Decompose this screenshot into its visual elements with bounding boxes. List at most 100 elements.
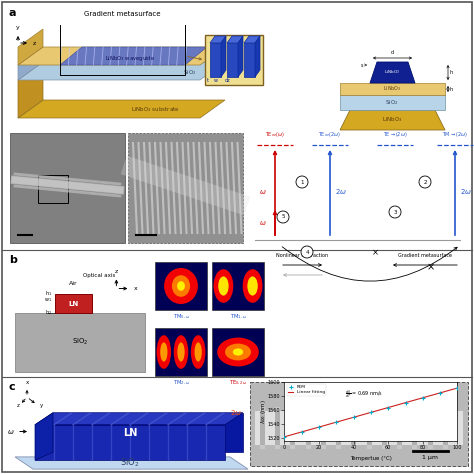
Text: 2: 2 [423, 180, 427, 184]
Polygon shape [53, 413, 243, 452]
Text: LiNbO$_3$: LiNbO$_3$ [383, 84, 401, 93]
Ellipse shape [217, 337, 259, 366]
Text: y: y [40, 403, 43, 409]
Bar [428, 411, 433, 445]
Bar [382, 407, 387, 411]
Text: dz: dz [225, 78, 231, 83]
Polygon shape [18, 47, 225, 65]
Ellipse shape [172, 275, 190, 297]
Polygon shape [35, 413, 243, 425]
Linear fitting [282, 434, 287, 440]
Bar [336, 407, 341, 411]
Bar [366, 445, 372, 449]
Bar [443, 407, 448, 411]
Text: TM$_{1,\omega}$: TM$_{1,\omega}$ [229, 313, 246, 321]
Polygon shape [340, 95, 445, 110]
Text: $\times$: $\times$ [426, 262, 435, 272]
FEM [316, 424, 322, 430]
Ellipse shape [164, 268, 198, 304]
FEM [455, 385, 460, 391]
Bar [397, 407, 402, 411]
Text: z: z [17, 403, 19, 408]
FEM [333, 419, 339, 425]
Text: y: y [16, 25, 20, 30]
Text: $\omega$: $\omega$ [259, 188, 267, 196]
Polygon shape [255, 36, 260, 77]
Polygon shape [210, 36, 226, 43]
Ellipse shape [194, 342, 202, 362]
Text: h: h [450, 86, 453, 91]
Bar [275, 445, 280, 449]
Circle shape [277, 211, 289, 223]
Bar [291, 407, 295, 411]
Bar [321, 411, 326, 445]
Bar [428, 445, 433, 449]
Polygon shape [340, 110, 445, 130]
Bar [205, 35, 263, 85]
Text: Gradient metasurface: Gradient metasurface [398, 253, 452, 258]
FEM [402, 400, 408, 405]
Bar [412, 407, 417, 411]
Linear fitting [385, 405, 391, 410]
Ellipse shape [214, 269, 233, 303]
Text: h$_1$: h$_1$ [46, 290, 52, 298]
Bar [155, 262, 207, 310]
Bar [351, 407, 356, 411]
Linear fitting [368, 410, 374, 415]
Ellipse shape [218, 276, 228, 296]
Bar [366, 411, 372, 445]
Bar [212, 262, 264, 310]
Polygon shape [18, 62, 43, 118]
Text: TE$_{oe}$(2$\omega$): TE$_{oe}$(2$\omega$) [319, 130, 341, 139]
Bar [10, 133, 125, 243]
Ellipse shape [177, 281, 185, 291]
Polygon shape [18, 100, 225, 118]
Bar [55, 294, 91, 313]
Linear fitting [299, 429, 304, 435]
Text: TE$_{oe}$($\omega$): TE$_{oe}$($\omega$) [265, 130, 285, 139]
Polygon shape [370, 62, 415, 83]
Linear fitting [455, 385, 460, 391]
Text: LiNbO$_3$ substrate: LiNbO$_3$ substrate [131, 106, 179, 114]
Text: z: z [33, 40, 36, 46]
Text: TE$_{0,2\omega}$: TE$_{0,2\omega}$ [229, 379, 247, 387]
Bar [155, 328, 207, 376]
Bar [15, 313, 145, 372]
X-axis label: Tempertue (°C): Tempertue (°C) [350, 456, 392, 461]
Text: SiO$_2$: SiO$_2$ [385, 99, 399, 108]
Text: SiO$_2$: SiO$_2$ [72, 337, 88, 347]
Y-axis label: $\lambda_{00}$ (nm): $\lambda_{00}$ (nm) [259, 399, 268, 424]
Polygon shape [15, 457, 248, 469]
Polygon shape [227, 36, 243, 43]
Ellipse shape [233, 348, 243, 356]
Text: LiNbO$_3$: LiNbO$_3$ [384, 68, 400, 76]
Polygon shape [18, 29, 43, 65]
FEM [299, 429, 304, 435]
Bar [321, 445, 326, 449]
FEM [368, 410, 374, 415]
Bar [336, 411, 341, 445]
Text: d: d [391, 50, 393, 55]
Text: $\frac{d\lambda}{dT}$ = 0.69 nm/s: $\frac{d\lambda}{dT}$ = 0.69 nm/s [345, 389, 383, 401]
Bar [382, 411, 387, 445]
Ellipse shape [247, 276, 258, 296]
Polygon shape [18, 47, 43, 80]
Bar [443, 445, 448, 449]
Text: Air: Air [69, 281, 78, 286]
Text: a: a [9, 8, 17, 18]
Circle shape [301, 246, 313, 258]
Polygon shape [35, 413, 53, 460]
Text: LiNbO$_3$: LiNbO$_3$ [382, 116, 402, 125]
Ellipse shape [243, 269, 263, 303]
Ellipse shape [173, 335, 188, 369]
Text: w: w [214, 78, 218, 83]
Ellipse shape [191, 335, 205, 369]
Text: $\omega$: $\omega$ [8, 428, 15, 436]
Text: x: x [133, 286, 137, 291]
Text: z: z [115, 269, 118, 273]
FEM [420, 395, 426, 401]
Polygon shape [227, 43, 238, 77]
Bar [321, 407, 326, 411]
Bar [382, 445, 387, 449]
Text: 3: 3 [393, 210, 397, 215]
